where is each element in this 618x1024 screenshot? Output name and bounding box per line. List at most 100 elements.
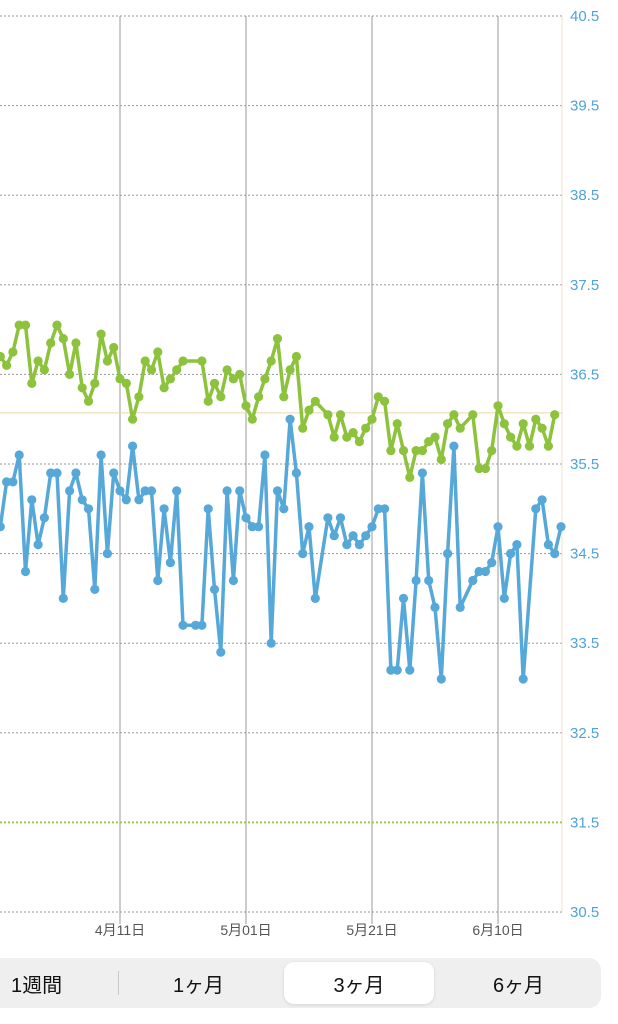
- data-point: [335, 410, 346, 420]
- y-axis-ticks: 30.5 31.5 32.5 33.5 34.5 35.5 36.5 37.5 38.5 39.5…: [570, 8, 599, 921]
- y-tick-label: 32.5: [570, 725, 599, 742]
- data-point: [216, 647, 226, 657]
- data-point: [65, 486, 75, 496]
- data-point: [134, 495, 144, 505]
- data-point: [556, 522, 566, 532]
- series-layer: [0, 320, 566, 684]
- data-point: [348, 531, 358, 541]
- data-point: [222, 365, 232, 375]
- data-point: [8, 347, 18, 357]
- y-tick-label: 34.5: [570, 546, 599, 563]
- data-point: [411, 575, 421, 586]
- data-point: [348, 428, 358, 438]
- data-point: [27, 495, 37, 505]
- data-point: [487, 446, 497, 456]
- data-point: [417, 468, 427, 478]
- data-point: [367, 522, 377, 532]
- data-point: [266, 356, 276, 366]
- y-tick-label: 38.5: [570, 187, 599, 204]
- data-point: [455, 602, 465, 613]
- data-point: [512, 540, 522, 550]
- data-point: [77, 495, 87, 505]
- data-point: [121, 495, 131, 505]
- data-point: [480, 463, 490, 474]
- data-point: [272, 334, 283, 344]
- data-point: [524, 441, 535, 451]
- y-tick-label: 36.5: [570, 366, 599, 383]
- data-point: [140, 356, 150, 366]
- data-point: [329, 432, 339, 442]
- data-point: [178, 620, 188, 630]
- data-point: [398, 446, 409, 456]
- data-point: [203, 504, 213, 514]
- data-point: [128, 414, 138, 424]
- data-point: [279, 392, 289, 402]
- data-point: [417, 446, 427, 456]
- data-point: [241, 513, 251, 523]
- data-point: [512, 441, 522, 451]
- data-point: [449, 410, 459, 420]
- data-point: [58, 334, 68, 344]
- data-point: [480, 566, 490, 577]
- y-tick-label: 31.5: [570, 814, 599, 831]
- data-point: [531, 504, 541, 514]
- range-option-1week[interactable]: 1週間: [11, 974, 63, 997]
- data-point: [247, 414, 257, 424]
- range-option-1month[interactable]: 1ヶ月: [172, 974, 225, 997]
- data-point: [405, 665, 415, 675]
- data-point: [543, 540, 554, 550]
- data-point: [298, 549, 308, 559]
- data-point: [96, 450, 106, 460]
- data-point: [436, 454, 446, 465]
- data-point: [361, 531, 371, 541]
- data-point: [518, 674, 528, 684]
- data-point: [310, 593, 320, 604]
- data-point: [531, 414, 541, 424]
- y-tick-label: 33.5: [570, 635, 599, 652]
- chart: 30.5 31.5 32.5 33.5 34.5 35.5 36.5 37.5 38.5 39.5…: [0, 8, 599, 938]
- data-point: [304, 522, 314, 532]
- data-point: [266, 638, 276, 648]
- data-point: [285, 365, 295, 375]
- data-point: [361, 423, 371, 433]
- data-point: [228, 575, 238, 586]
- data-point: [499, 593, 509, 604]
- data-point: [209, 378, 220, 388]
- data-point: [430, 432, 440, 442]
- temperature-line-chart: 30.5 31.5 32.5 33.5 34.5 35.5 36.5 37.5 38.5 39.5…: [0, 8, 599, 938]
- y-tick-label: 37.5: [570, 277, 599, 294]
- data-point: [58, 593, 68, 604]
- data-point: [83, 504, 94, 514]
- x-tick-label: 4月11日: [95, 922, 145, 938]
- y-tick-label: 39.5: [570, 98, 599, 115]
- data-point: [392, 419, 402, 429]
- data-point: [0, 522, 5, 532]
- data-point: [474, 463, 484, 474]
- range-option-6months[interactable]: 6ヶ月: [492, 974, 545, 997]
- data-point: [537, 495, 547, 505]
- data-point: [39, 513, 50, 523]
- series-line: [0, 417, 563, 681]
- data-point: [27, 378, 37, 388]
- data-point: [443, 419, 453, 429]
- data-point: [386, 665, 396, 675]
- data-point: [443, 549, 453, 559]
- data-point: [102, 549, 112, 559]
- data-point: [140, 486, 150, 496]
- x-tick-label: 5月01日: [220, 922, 271, 938]
- data-point: [241, 401, 251, 411]
- series-1: [0, 320, 560, 482]
- data-point: [323, 513, 333, 523]
- data-point: [380, 396, 390, 406]
- data-point: [455, 423, 465, 433]
- data-point: [14, 450, 24, 460]
- data-point: [254, 392, 264, 402]
- segment-divider: [118, 971, 119, 995]
- range-option-3months[interactable]: 3ヶ月: [284, 962, 434, 1004]
- data-point: [499, 419, 509, 429]
- data-point: [493, 401, 503, 411]
- data-point: [550, 549, 560, 559]
- y-tick-label: 30.5: [570, 904, 599, 921]
- data-point: [46, 468, 56, 478]
- data-point: [2, 477, 12, 487]
